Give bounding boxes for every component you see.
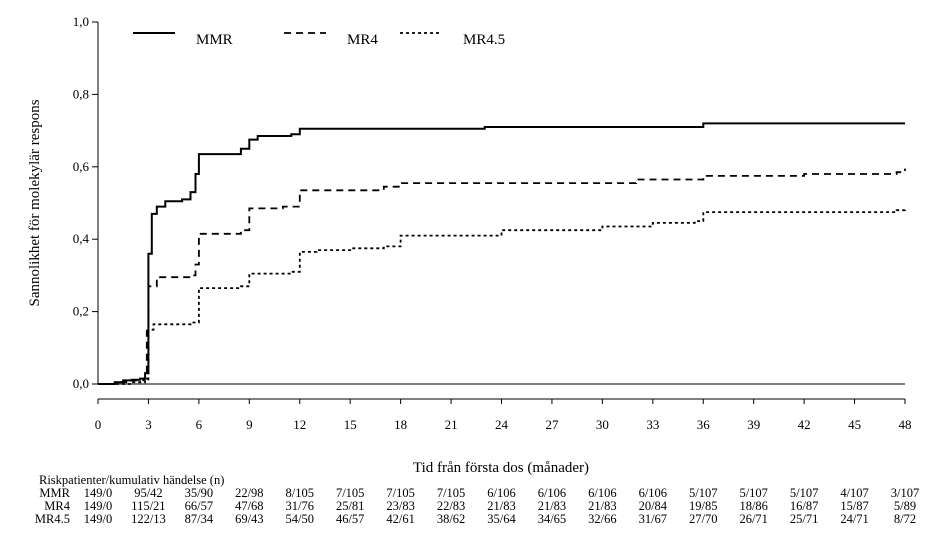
risk-cell: 15/87 xyxy=(840,499,868,513)
risk-cell: 18/86 xyxy=(739,499,767,513)
x-tick-label: 24 xyxy=(495,417,509,432)
legend-label: MMR xyxy=(196,32,233,48)
risk-cell: 25/81 xyxy=(336,499,364,513)
series-line-mmr xyxy=(98,122,905,385)
y-tick-label: 0,4 xyxy=(73,231,90,246)
y-tick-label: 1,0 xyxy=(73,14,89,29)
risk-cell: 149/0 xyxy=(84,486,112,500)
x-tick-label: 42 xyxy=(798,417,811,432)
risk-cell: 115/21 xyxy=(131,499,165,513)
risk-cell: 31/76 xyxy=(286,499,314,513)
risk-table-title: Riskpatienter/kumulativ händelse (n) xyxy=(39,473,224,487)
x-tick-label: 21 xyxy=(445,417,458,432)
y-tick-label: 0,0 xyxy=(73,376,89,391)
legend-label: MR4.5 xyxy=(463,32,505,48)
y-tick-label: 0,6 xyxy=(73,159,90,174)
risk-cell: 21/83 xyxy=(588,499,616,513)
x-tick-label: 39 xyxy=(747,417,760,432)
risk-cell: 6/106 xyxy=(639,486,667,500)
risk-row-label: MR4.5 xyxy=(35,512,70,526)
risk-cell: 26/71 xyxy=(739,512,767,526)
risk-cell: 19/85 xyxy=(689,499,717,513)
x-tick-label: 0 xyxy=(95,417,102,432)
y-tick-label: 0,2 xyxy=(73,304,89,319)
risk-cell: 35/90 xyxy=(185,486,213,500)
risk-cell: 24/71 xyxy=(840,512,868,526)
risk-cell: 6/106 xyxy=(588,486,616,500)
risk-cell: 95/42 xyxy=(134,486,162,500)
risk-cell: 122/13 xyxy=(131,512,166,526)
risk-cell: 16/87 xyxy=(790,499,818,513)
axes xyxy=(97,22,905,400)
risk-cell: 27/70 xyxy=(689,512,717,526)
x-tick-label: 15 xyxy=(344,417,357,432)
y-axis-title: Sannolikhet för molekylär respons xyxy=(27,99,43,306)
x-axis-title: Tid från första dos (månader) xyxy=(413,460,589,476)
x-tick-label: 48 xyxy=(899,417,912,432)
risk-cell: 149/0 xyxy=(84,499,112,513)
risk-cell: 34/65 xyxy=(538,512,566,526)
risk-cell: 7/105 xyxy=(336,486,364,500)
risk-cell: 38/62 xyxy=(437,512,465,526)
risk-cell: 7/105 xyxy=(386,486,414,500)
y-ticks: 0,0 0,2 0,4 0,6 0,8 1,0 xyxy=(73,14,98,391)
x-tick-label: 18 xyxy=(394,417,407,432)
risk-cell: 21/83 xyxy=(538,499,566,513)
series-line-mr4-5 xyxy=(98,208,906,385)
risk-row-label: MR4 xyxy=(44,499,70,513)
y-tick-label: 0,8 xyxy=(73,86,89,101)
risk-cell: 22/83 xyxy=(437,499,465,513)
risk-cell: 31/67 xyxy=(639,512,667,526)
legend: MMR MR4 MR4.5 xyxy=(133,32,505,48)
x-ticks: 0 3 6 9 12 15 18 21 24 27 30 33 36 39 42 45 48 xyxy=(95,399,912,432)
legend-label: MR4 xyxy=(347,32,378,48)
risk-row-label: MMR xyxy=(39,486,70,500)
x-tick-label: 36 xyxy=(697,417,711,432)
risk-cell: 3/107 xyxy=(891,486,919,500)
risk-cell: 8/105 xyxy=(286,486,314,500)
risk-cell: 42/61 xyxy=(386,512,414,526)
x-tick-label: 30 xyxy=(596,417,609,432)
risk-cell: 149/0 xyxy=(84,512,112,526)
risk-cell: 21/83 xyxy=(487,499,515,513)
risk-cell: 5/89 xyxy=(894,499,916,513)
x-tick-label: 6 xyxy=(196,417,203,432)
x-tick-label: 3 xyxy=(145,417,152,432)
risk-cell: 7/105 xyxy=(437,486,465,500)
risk-cell: 35/64 xyxy=(487,512,516,526)
x-tick-label: 33 xyxy=(646,417,659,432)
risk-cell: 6/106 xyxy=(538,486,566,500)
x-tick-label: 12 xyxy=(293,417,306,432)
risk-cell: 87/34 xyxy=(185,512,214,526)
risk-cell: 46/57 xyxy=(336,512,364,526)
risk-cell: 5/107 xyxy=(689,486,717,500)
series-layer xyxy=(98,122,906,385)
risk-cell: 20/84 xyxy=(639,499,668,513)
risk-cell: 47/68 xyxy=(235,499,263,513)
risk-cell: 8/72 xyxy=(894,512,916,526)
risk-cell: 4/107 xyxy=(840,486,868,500)
risk-cell: 5/107 xyxy=(739,486,767,500)
risk-cell: 6/106 xyxy=(487,486,515,500)
risk-cell: 54/50 xyxy=(286,512,314,526)
x-tick-label: 45 xyxy=(848,417,861,432)
risk-cell: 66/57 xyxy=(185,499,213,513)
risk-table: MMR 149/0 95/42 35/90 22/98 8/105 7/105 7/105 7/… xyxy=(35,486,919,526)
x-tick-label: 27 xyxy=(545,417,559,432)
risk-cell: 32/66 xyxy=(588,512,616,526)
risk-cell: 25/71 xyxy=(790,512,818,526)
risk-cell: 22/98 xyxy=(235,486,263,500)
risk-cell: 23/83 xyxy=(386,499,414,513)
x-tick-label: 9 xyxy=(246,417,253,432)
risk-cell: 5/107 xyxy=(790,486,818,500)
series-line-mr4 xyxy=(98,168,906,385)
risk-cell: 69/43 xyxy=(235,512,263,526)
